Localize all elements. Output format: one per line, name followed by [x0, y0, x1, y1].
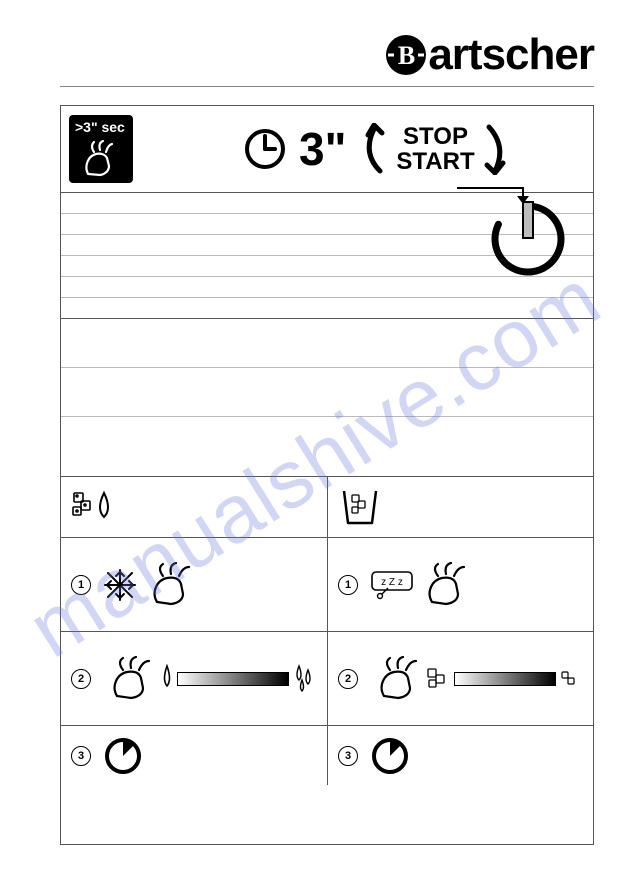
stop-start-label: STOP START [396, 124, 474, 174]
ice-drop-icon [71, 487, 117, 527]
right-step-2: 2 [327, 631, 593, 725]
hand-press-icon [103, 656, 157, 702]
hand-press-icon [370, 656, 424, 702]
curved-arrow-right-icon [479, 123, 509, 175]
top-divider [60, 86, 594, 87]
right-step-3: 3 [327, 725, 593, 785]
clock-progress-icon [370, 736, 410, 776]
step-number: 1 [338, 575, 358, 595]
stop-text: STOP [396, 124, 474, 149]
step-number: 2 [71, 669, 91, 689]
gradient-bar [177, 672, 289, 686]
hold-duration-label: >3" sec [75, 119, 125, 135]
drop-multi-icon [293, 664, 315, 694]
drop-single-icon [161, 664, 173, 694]
svg-text:B: B [398, 41, 415, 70]
svg-text:z Z z: z Z z [381, 577, 403, 588]
left-header-cell [61, 477, 327, 537]
brand-text: artscher [428, 30, 594, 80]
steps-grid: 1 1 [61, 476, 593, 785]
step-number: 3 [338, 746, 358, 766]
brand-logo: B artscher [60, 28, 594, 80]
ice-cubes-small-icon [560, 670, 578, 688]
right-header-cell [327, 477, 593, 537]
gradient-bar [454, 672, 556, 686]
start-text: START [396, 149, 474, 174]
left-step-3: 3 [61, 725, 327, 785]
clock-progress-icon [103, 736, 143, 776]
clock-icon [243, 127, 287, 171]
power-icon [485, 196, 571, 287]
hand-press-icon [418, 562, 472, 608]
sleep-icon: z Z z [370, 570, 414, 600]
left-step-2: 2 [61, 631, 327, 725]
snowflake-icon [103, 568, 137, 602]
hand-press-icon [143, 562, 197, 608]
duration-text: 3" [299, 122, 346, 176]
right-step-1: 1 z Z z [327, 537, 593, 631]
step-number: 1 [71, 575, 91, 595]
brand-b-icon: B [384, 33, 428, 77]
container-icon [338, 487, 382, 527]
ice-cubes-icon [426, 667, 450, 691]
top-instruction-strip: >3" sec 3" [61, 106, 593, 192]
left-step-1: 1 [61, 537, 327, 631]
press-hold-icon: >3" sec [69, 115, 133, 183]
lines-band [61, 192, 593, 476]
step-number: 3 [71, 746, 91, 766]
curved-arrow-left-icon [360, 123, 390, 175]
hand-press-icon [78, 140, 124, 180]
main-panel: >3" sec 3" [60, 105, 594, 845]
step-number: 2 [338, 669, 358, 689]
